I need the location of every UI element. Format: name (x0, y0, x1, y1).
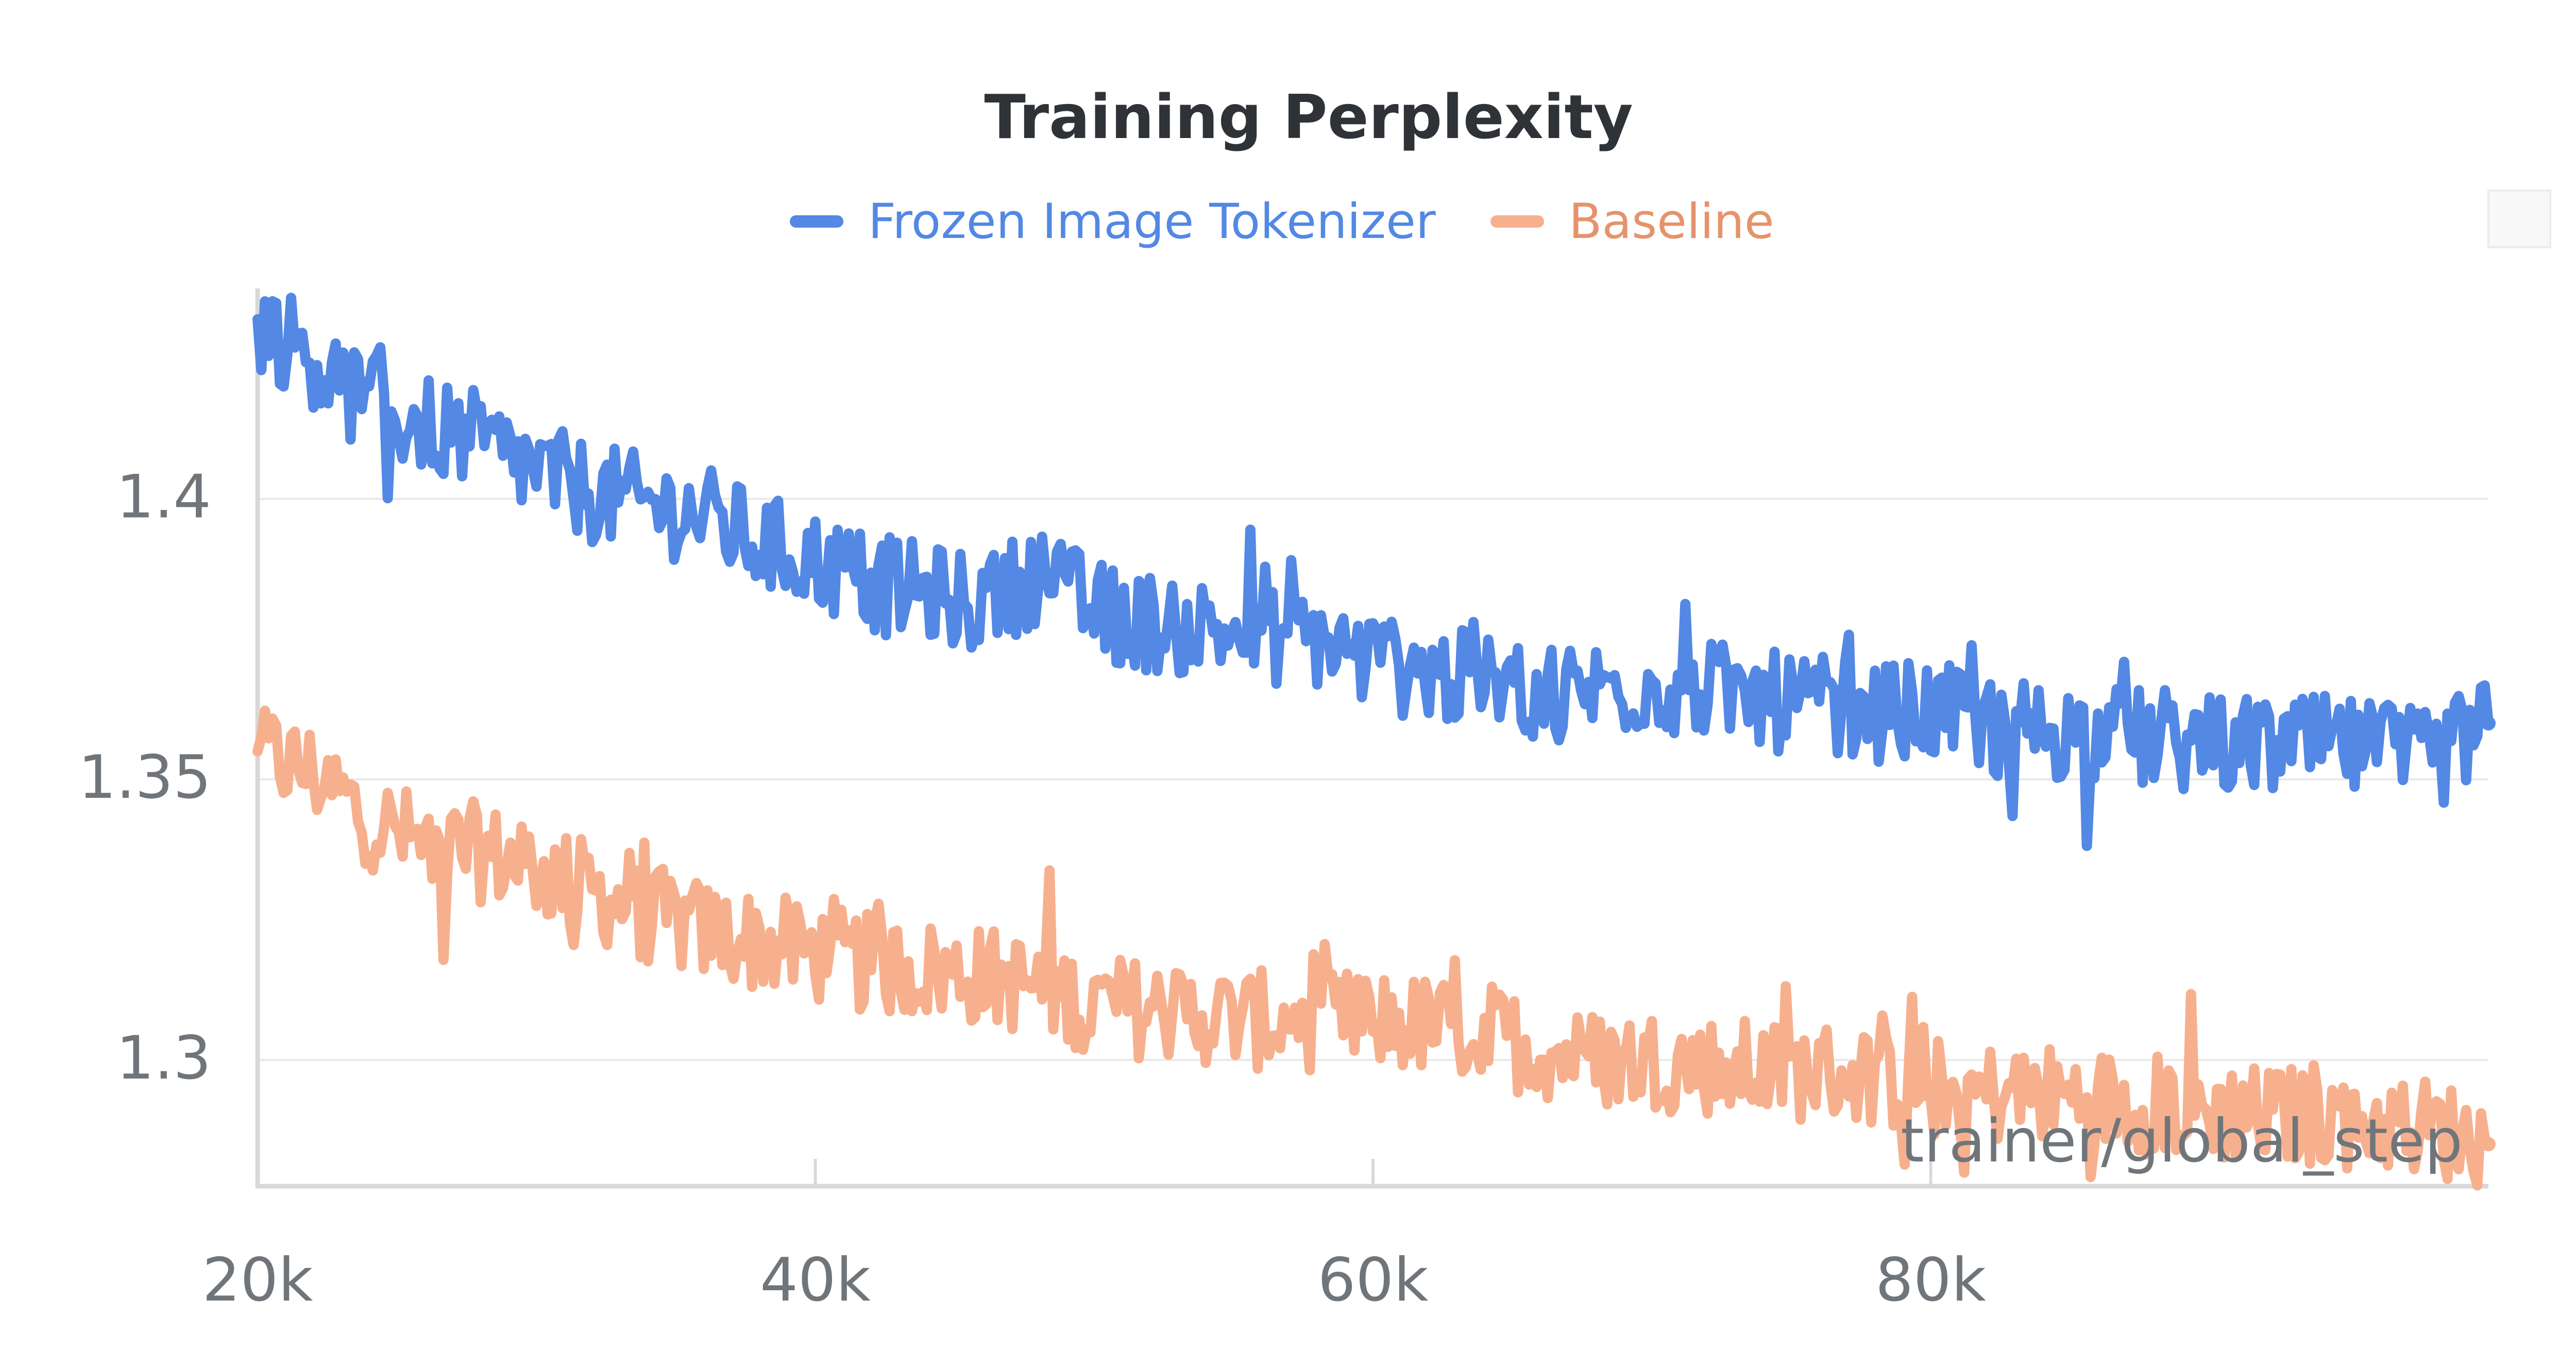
x-axis-title: trainer/global_step (1901, 1106, 2463, 1176)
x-tick-label: 60k (1318, 1245, 1429, 1315)
series-layer (252, 293, 2496, 1191)
x-tick-label: 40k (760, 1245, 871, 1315)
y-tick-label: 1.4 (116, 463, 211, 532)
x-tick-label: 20k (202, 1245, 313, 1315)
x-tick-label: 80k (1875, 1245, 1986, 1315)
legend: Frozen Image Tokenizer Baseline (790, 194, 1774, 250)
grid (258, 498, 2488, 1061)
series-endpoint-baseline (2481, 1137, 2496, 1152)
legend-label-frozen[interactable]: Frozen Image Tokenizer (868, 194, 1436, 250)
y-axis-ticks: 1.3 1.35 1.4 (78, 463, 211, 1093)
y-tick-label: 1.3 (116, 1023, 211, 1093)
series-line-baseline[interactable] (252, 705, 2494, 1191)
y-tick-label: 1.35 (78, 743, 211, 812)
series-line-frozen-image-tokenizer[interactable] (252, 293, 2494, 851)
chart-title: Training Perplexity (984, 81, 1633, 152)
legend-label-baseline[interactable]: Baseline (1569, 194, 1774, 250)
chart-menu-handle[interactable] (2487, 190, 2551, 248)
series-endpoint-frozen-image-tokenizer (2481, 716, 2496, 731)
x-axis-ticks: 20k 40k 60k 80k (202, 1159, 1986, 1315)
